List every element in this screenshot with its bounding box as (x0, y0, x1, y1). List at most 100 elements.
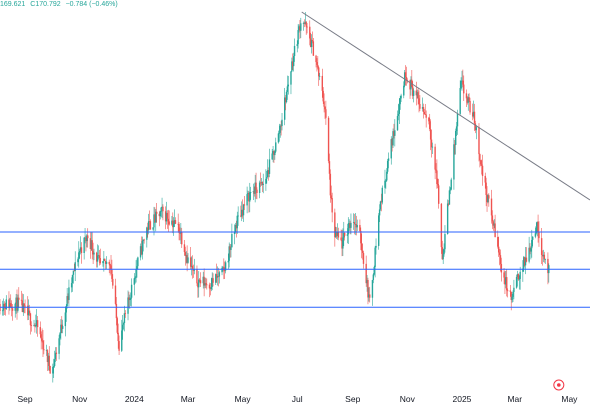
candle (60, 319, 62, 340)
candle (15, 293, 17, 314)
candle-body (181, 232, 183, 245)
candle-body (437, 184, 439, 186)
candle (387, 152, 390, 169)
candle (459, 80, 461, 116)
candle (396, 110, 399, 131)
candle-body (515, 276, 518, 288)
candle (54, 347, 57, 362)
candle-body (386, 160, 389, 172)
candle (424, 103, 426, 116)
candle (450, 177, 452, 191)
candle (356, 219, 358, 231)
candle-body (318, 67, 320, 77)
candle-body (293, 45, 296, 57)
candle-body (399, 98, 401, 105)
candle-body (246, 194, 248, 206)
candle-body (165, 212, 168, 222)
candle (34, 323, 36, 333)
candle (137, 256, 139, 270)
candle-body (444, 234, 446, 250)
candle (262, 173, 264, 194)
candle (466, 95, 469, 105)
candle (462, 69, 464, 88)
candle (196, 265, 198, 287)
candle-body (20, 299, 23, 301)
candle-body (340, 237, 342, 241)
candle (298, 24, 300, 33)
flag-circle-dot (557, 383, 561, 387)
candle-body (262, 183, 264, 185)
candle-body (336, 231, 339, 236)
candle (375, 238, 377, 255)
candle (386, 158, 389, 174)
candle (90, 231, 93, 251)
candle (444, 225, 446, 253)
candle-body (284, 97, 286, 120)
candle (473, 103, 476, 132)
candle-body (297, 30, 299, 45)
candle-body (440, 203, 443, 248)
candle (14, 302, 16, 318)
candle (160, 207, 162, 217)
candle (183, 240, 186, 256)
candle-body (492, 221, 495, 226)
candle (299, 19, 301, 39)
candle (537, 214, 539, 243)
candle (124, 310, 127, 318)
candle-body (197, 283, 199, 288)
candle-body (142, 239, 144, 242)
candle (504, 270, 506, 295)
candle-body (8, 299, 10, 308)
candle-body (481, 165, 484, 176)
candle (95, 251, 98, 268)
candle-body (259, 182, 262, 184)
candle-body (230, 247, 232, 250)
candle-body (450, 179, 452, 190)
candle (410, 76, 412, 96)
candle (352, 213, 355, 230)
candle (241, 201, 243, 222)
candle (397, 103, 400, 121)
candle-body (198, 279, 201, 281)
candle (400, 93, 402, 102)
candle (247, 190, 249, 201)
candle-body (519, 271, 521, 279)
candle (303, 19, 306, 28)
candle (61, 316, 63, 334)
candle (4, 302, 7, 316)
candle-body (360, 230, 362, 244)
candle-body (328, 161, 331, 174)
candle (203, 268, 205, 297)
candle (381, 185, 383, 205)
candle (324, 106, 326, 119)
candle (230, 244, 232, 258)
candle-body (343, 232, 346, 236)
candle-body (272, 151, 274, 154)
x-tick-label: 2024 (125, 394, 144, 404)
candle-body (96, 255, 99, 262)
candle (127, 290, 129, 321)
candle-body (221, 267, 223, 273)
candle (531, 229, 533, 258)
candle (511, 293, 513, 303)
candle (35, 314, 37, 328)
candle (336, 223, 339, 240)
candle (542, 249, 545, 263)
candle (249, 186, 252, 200)
candle-body (511, 296, 513, 300)
candle (129, 294, 131, 309)
candle-body (45, 350, 48, 351)
candle (155, 209, 157, 232)
candle (1, 300, 4, 316)
candle (534, 227, 537, 239)
flag-circle-icon (553, 379, 565, 391)
candle (334, 208, 336, 247)
candle (394, 119, 396, 147)
candle-body (540, 238, 543, 255)
candle (305, 20, 307, 35)
candle-body (312, 41, 315, 56)
candle (187, 253, 189, 264)
candle (309, 32, 312, 48)
